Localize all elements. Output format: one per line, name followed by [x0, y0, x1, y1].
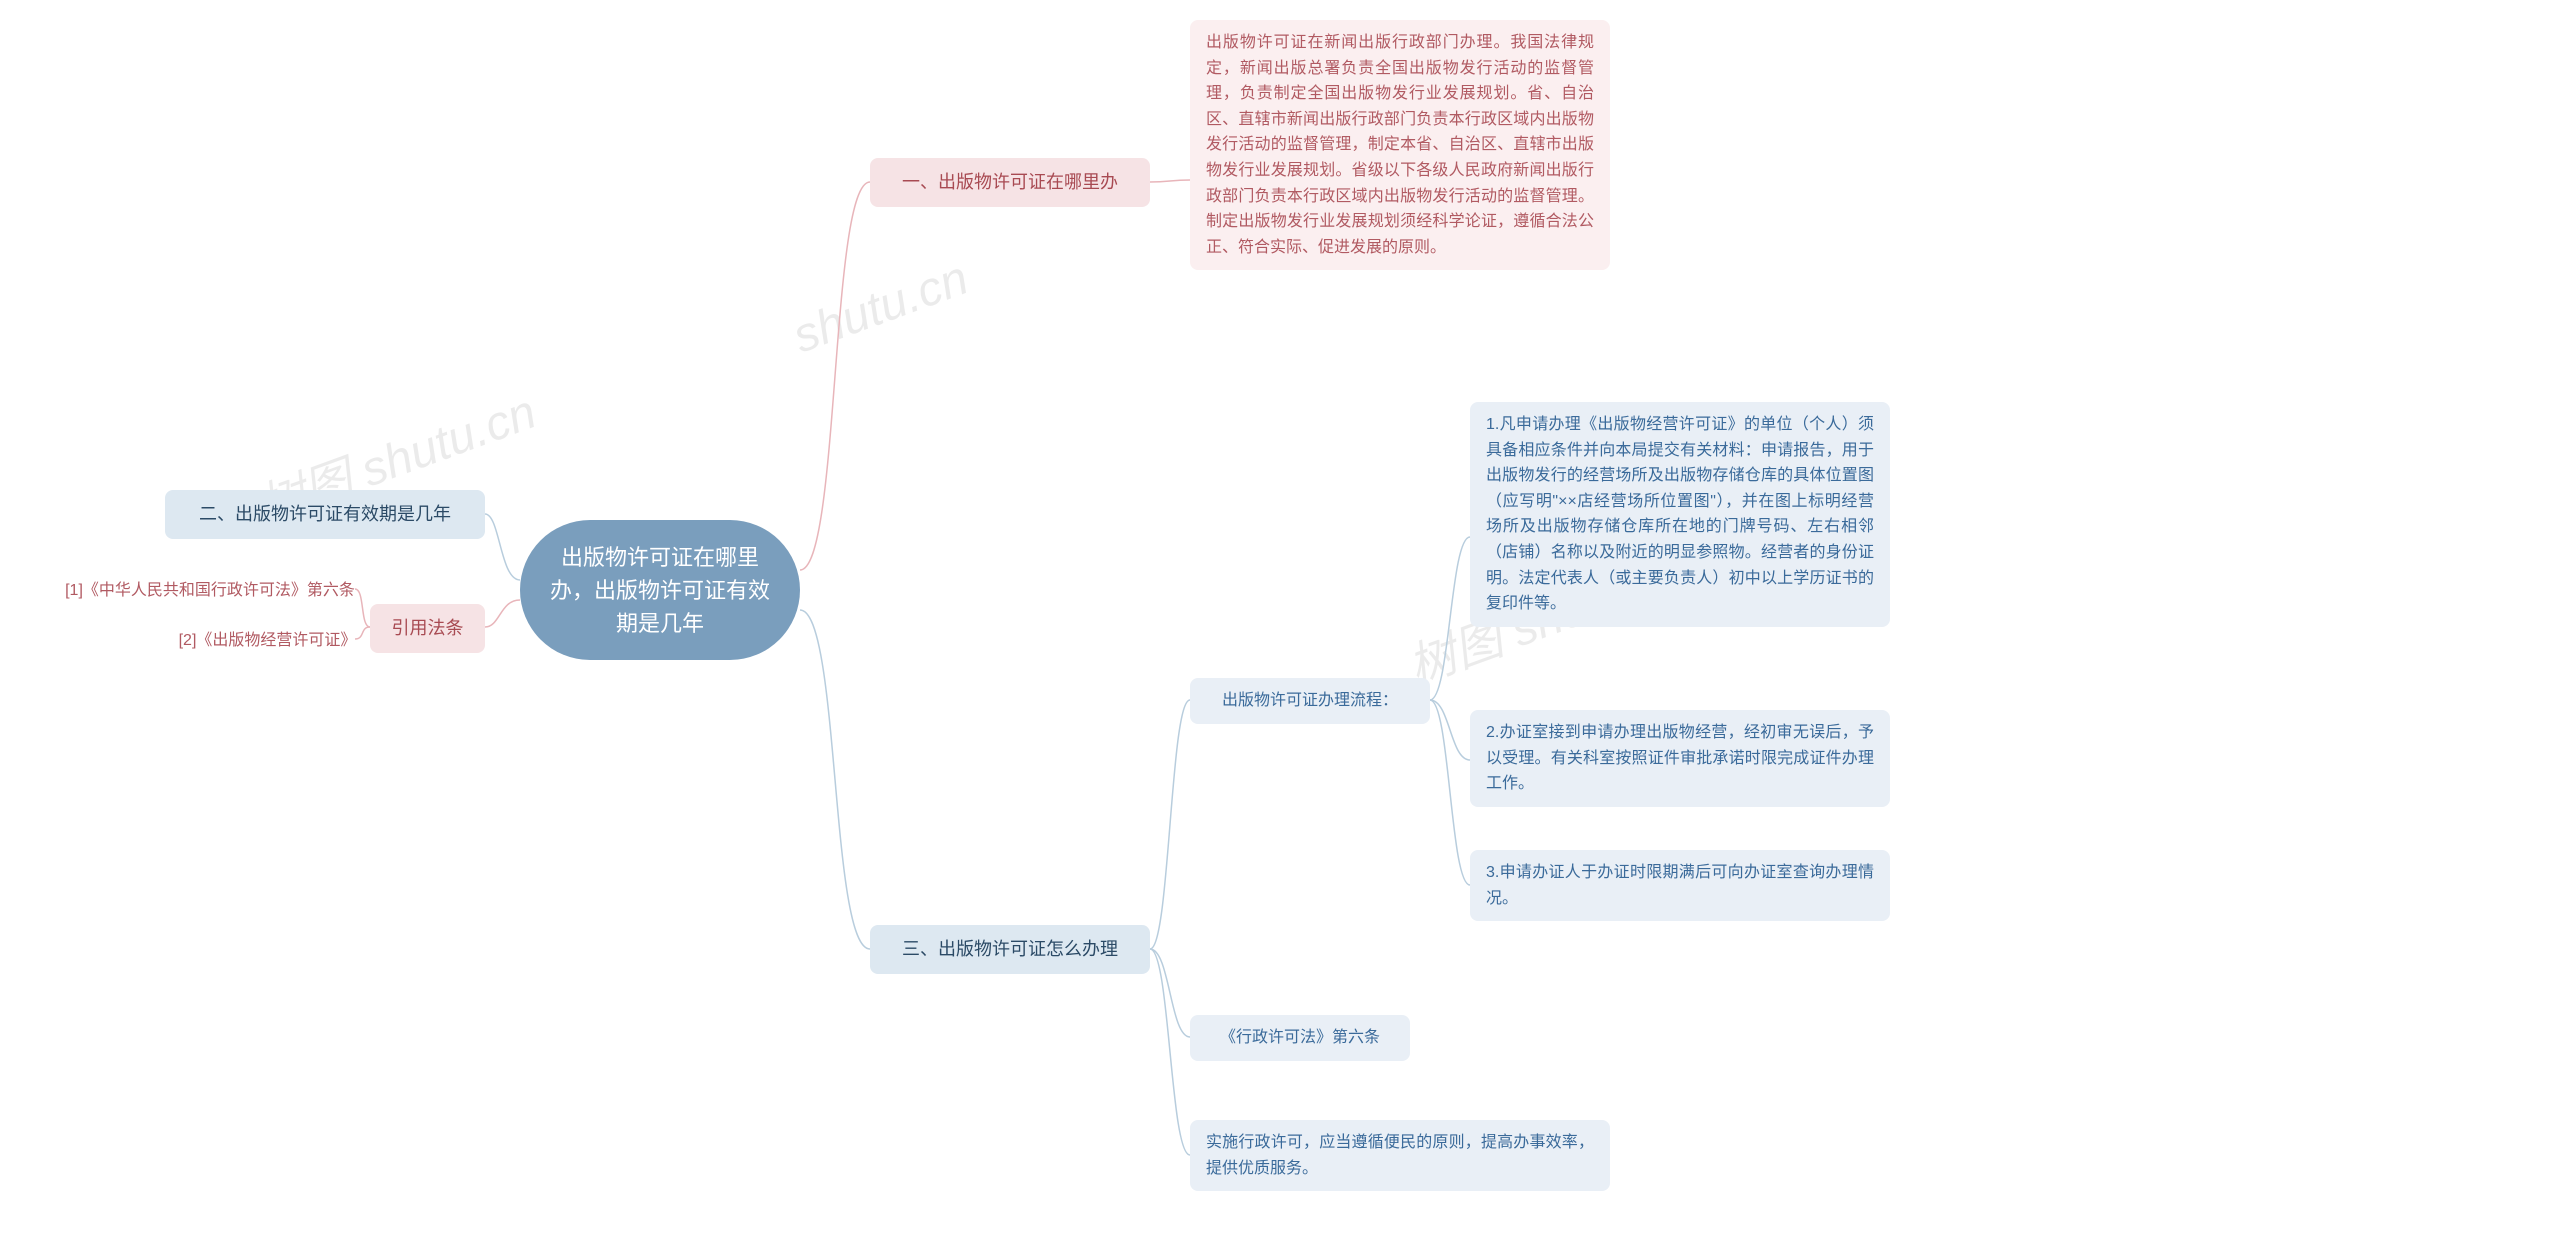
ref-item-2[interactable]: [2]《出版物经营许可证》 [165, 624, 370, 658]
ref-label: [2]《出版物经营许可证》 [179, 628, 357, 654]
root-node[interactable]: 出版物许可证在哪里办，出版物许可证有效期是几年 [520, 520, 800, 660]
leaf-node-1-1[interactable]: 出版物许可证在新闻出版行政部门办理。我国法律规定，新闻出版总署负责全国出版物发行… [1190, 20, 1610, 270]
leaf-text: 3.申请办证人于办证时限期满后可向办证室查询办理情况。 [1486, 860, 1874, 911]
leaf-text: 2.办证室接到申请办理出版物经营，经初审无误后，予以受理。有关科室按照证件审批承… [1486, 720, 1874, 797]
root-label: 出版物许可证在哪里办，出版物许可证有效期是几年 [550, 541, 770, 640]
ref-label: [1]《中华人民共和国行政许可法》第六条 [65, 578, 355, 604]
branch-label: 二、出版物许可证有效期是几年 [199, 500, 451, 529]
leaf-text: 1.凡申请办理《出版物经营许可证》的单位（个人）须具备相应条件并向本局提交有关材… [1486, 412, 1874, 617]
branch-node-3[interactable]: 引用法条 [370, 604, 485, 653]
leaf-node-4-3[interactable]: 实施行政许可，应当遵循便民的原则，提高办事效率，提供优质服务。 [1190, 1120, 1610, 1191]
branch-node-1[interactable]: 一、出版物许可证在哪里办 [870, 158, 1150, 207]
leaf-node-4-1-1[interactable]: 1.凡申请办理《出版物经营许可证》的单位（个人）须具备相应条件并向本局提交有关材… [1470, 402, 1890, 627]
branch-label: 三、出版物许可证怎么办理 [902, 935, 1118, 964]
leaf-text: 出版物许可证在新闻出版行政部门办理。我国法律规定，新闻出版总署负责全国出版物发行… [1206, 30, 1594, 260]
leaf-node-4-1-2[interactable]: 2.办证室接到申请办理出版物经营，经初审无误后，予以受理。有关科室按照证件审批承… [1470, 710, 1890, 807]
leaf-text: 出版物许可证办理流程： [1222, 688, 1398, 714]
leaf-text: 实施行政许可，应当遵循便民的原则，提高办事效率，提供优质服务。 [1206, 1130, 1594, 1181]
branch-label: 引用法条 [392, 614, 464, 643]
leaf-node-4-1-3[interactable]: 3.申请办证人于办证时限期满后可向办证室查询办理情况。 [1470, 850, 1890, 921]
leaf-node-4-1[interactable]: 出版物许可证办理流程： [1190, 678, 1430, 724]
ref-item-1[interactable]: [1]《中华人民共和国行政许可法》第六条 [50, 574, 370, 608]
watermark: shutu.cn [786, 251, 975, 365]
leaf-node-4-2[interactable]: 《行政许可法》第六条 [1190, 1015, 1410, 1061]
branch-node-4[interactable]: 三、出版物许可证怎么办理 [870, 925, 1150, 974]
leaf-text: 《行政许可法》第六条 [1220, 1025, 1380, 1051]
branch-node-2[interactable]: 二、出版物许可证有效期是几年 [165, 490, 485, 539]
branch-label: 一、出版物许可证在哪里办 [902, 168, 1118, 197]
